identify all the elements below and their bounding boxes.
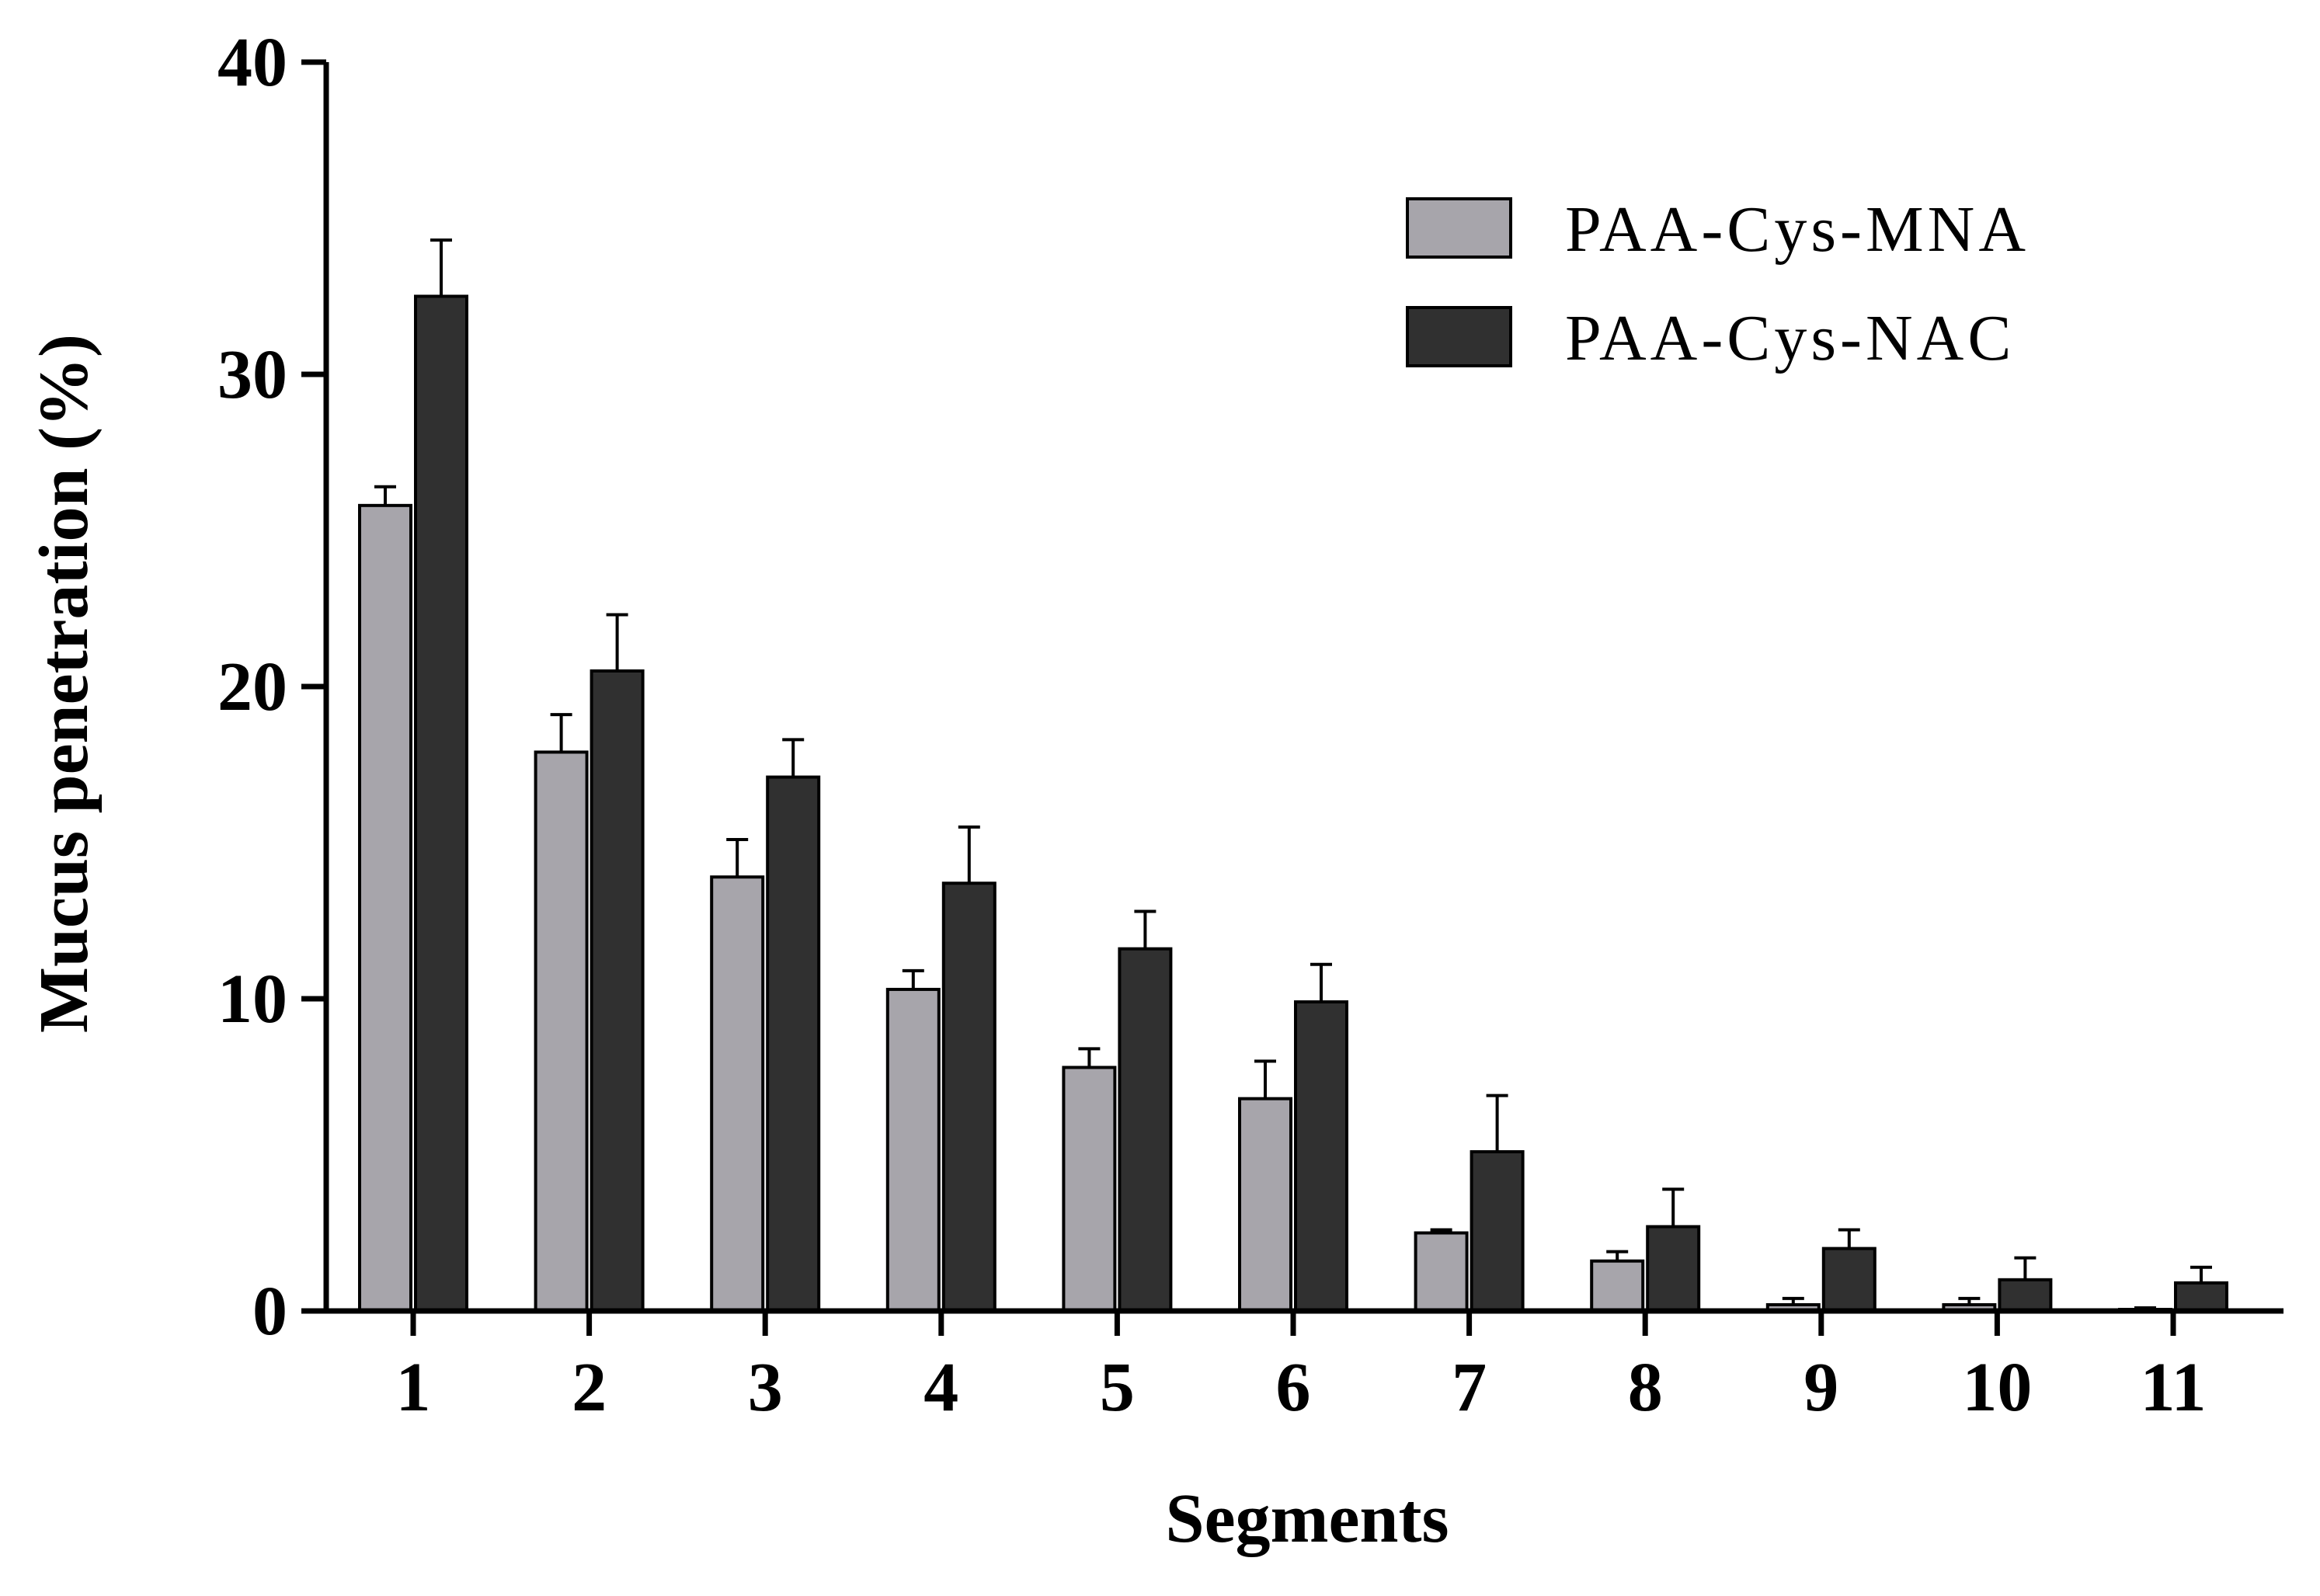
legend-label-nac: PAA-Cys-NAC bbox=[1565, 302, 2015, 374]
ticks-layer: 0 10 20 30 40 1 2 3 4 5 6 7 8 9 10 11 bbox=[217, 24, 2207, 1426]
bar-nac-segment-6 bbox=[1294, 1000, 1348, 1313]
bar-mna-segment-1 bbox=[358, 503, 412, 1313]
x-tick-label-6: 6 bbox=[1276, 1349, 1311, 1426]
bar-nac-segment-4 bbox=[941, 881, 997, 1313]
bar-nac-segment-1 bbox=[414, 294, 468, 1313]
y-axis-label: Mucus penetration (%) bbox=[26, 334, 103, 1033]
x-tick-label-7: 7 bbox=[1452, 1349, 1487, 1426]
x-axis-label: Segments bbox=[1166, 1480, 1449, 1557]
x-tick-label-9: 9 bbox=[1803, 1349, 1838, 1426]
x-tick-label-3: 3 bbox=[748, 1349, 783, 1426]
bar-nac-segment-9 bbox=[1821, 1247, 1877, 1313]
x-tick-label-5: 5 bbox=[1100, 1349, 1135, 1426]
x-tick-label-8: 8 bbox=[1628, 1349, 1663, 1426]
bar-mna-segment-2 bbox=[534, 750, 589, 1313]
y-tick-label-10: 10 bbox=[217, 961, 287, 1038]
x-tick-label-1: 1 bbox=[396, 1349, 431, 1426]
bars-layer bbox=[358, 238, 2228, 1313]
legend-swatch-mna bbox=[1406, 197, 1512, 259]
bar-mna-segment-3 bbox=[710, 875, 765, 1313]
y-tick-label-0: 0 bbox=[252, 1273, 287, 1350]
y-tick-label-20: 20 bbox=[217, 648, 287, 725]
bar-mna-segment-5 bbox=[1062, 1066, 1117, 1313]
bar-nac-segment-2 bbox=[590, 669, 645, 1313]
bar-nac-segment-8 bbox=[1646, 1225, 1701, 1313]
bar-mna-segment-6 bbox=[1238, 1097, 1292, 1313]
legend-label-mna: PAA-Cys-MNA bbox=[1565, 193, 2030, 266]
x-tick-label-10: 10 bbox=[1962, 1349, 2032, 1426]
legend: PAA-Cys-MNA PAA-Cys-NAC bbox=[1406, 193, 2030, 374]
bar-mna-segment-8 bbox=[1590, 1259, 1645, 1313]
bar-nac-segment-3 bbox=[766, 775, 821, 1313]
bar-nac-segment-5 bbox=[1118, 947, 1173, 1313]
y-tick-label-30: 30 bbox=[217, 336, 287, 413]
bar-nac-segment-10 bbox=[1998, 1278, 2053, 1313]
x-tick-label-4: 4 bbox=[923, 1349, 958, 1426]
legend-swatch-nac bbox=[1406, 306, 1512, 367]
bar-nac-segment-11 bbox=[2174, 1281, 2228, 1313]
y-tick-label-40: 40 bbox=[217, 24, 287, 101]
x-tick-label-2: 2 bbox=[572, 1349, 607, 1426]
x-tick-label-11: 11 bbox=[2140, 1349, 2206, 1426]
bar-mna-segment-4 bbox=[885, 987, 941, 1313]
bar-mna-segment-7 bbox=[1414, 1231, 1469, 1313]
bar-nac-segment-7 bbox=[1470, 1149, 1525, 1313]
